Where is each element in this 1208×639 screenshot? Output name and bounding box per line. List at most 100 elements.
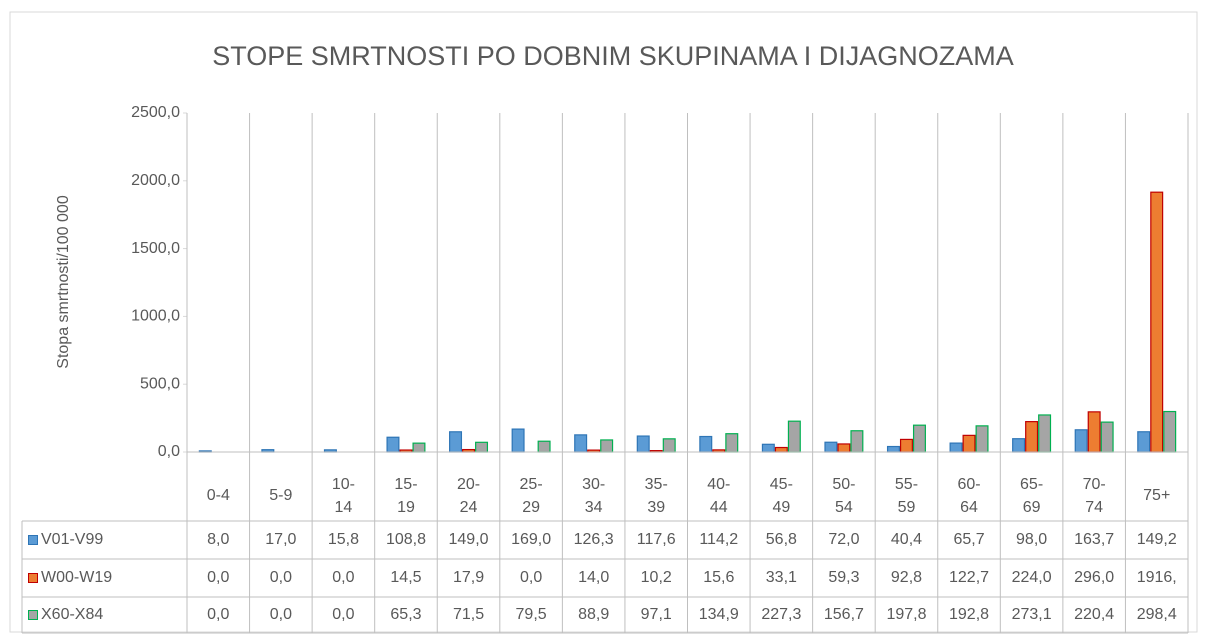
x-tick-label: 45-49 [750, 470, 813, 521]
bar [662, 438, 676, 453]
legend-label: W00-W19 [41, 569, 113, 586]
y-tick-label: 500,0 [140, 375, 180, 392]
table-value: 65,3 [390, 606, 422, 623]
legend-entry: X60-X84 [22, 597, 187, 633]
bar [761, 443, 775, 453]
table-value: 0,0 [269, 606, 292, 623]
table-value: 273,1 [1011, 606, 1052, 623]
bar [636, 435, 650, 453]
table-value: 163,7 [1074, 531, 1115, 548]
table-value: 0,0 [269, 569, 292, 586]
bar [1100, 421, 1114, 453]
table-value: 14,0 [578, 569, 610, 586]
bar [1012, 438, 1026, 453]
bar [975, 425, 989, 453]
table-value: 15,6 [703, 569, 735, 586]
bar [886, 445, 900, 453]
bar [412, 442, 426, 453]
x-tick-label: 40-44 [707, 475, 731, 516]
x-tick-label: 55-59 [875, 470, 938, 521]
table-value: 15,8 [327, 531, 359, 548]
x-tick-label: 70-74 [1082, 475, 1106, 516]
bar [837, 443, 851, 453]
bar [787, 420, 801, 453]
table-value: 169,0 [511, 531, 552, 548]
bar [949, 442, 963, 453]
bar [537, 440, 551, 453]
table-value: 10,2 [640, 569, 672, 586]
x-tick-label: 70-74 [1063, 470, 1126, 521]
x-tick-label: 35-39 [644, 475, 668, 516]
x-tick-label: 25-29 [500, 470, 563, 521]
table-value: 134,9 [698, 606, 739, 623]
table-value: 122,7 [949, 569, 990, 586]
table-value: 17,0 [265, 531, 297, 548]
table-value: 126,3 [573, 531, 614, 548]
table-value: 117,6 [636, 531, 676, 548]
table-value: 114,2 [699, 531, 739, 548]
bar [1163, 410, 1177, 453]
chart-title: STOPE SMRTNOSTI PO DOBNIM SKUPINAMA I DI… [212, 41, 1014, 71]
x-tick-label: 75+ [1143, 487, 1171, 504]
x-tick-label: 50-54 [832, 475, 856, 516]
legend-key [28, 573, 38, 583]
y-tick-label: 1000,0 [131, 308, 180, 325]
table-value: 79,5 [515, 606, 547, 623]
bar [1150, 191, 1164, 453]
table-value: 0,0 [332, 569, 355, 586]
table-value: 156,7 [823, 606, 864, 623]
x-tick-label: 0-4 [187, 470, 250, 521]
table-value: 220,4 [1074, 606, 1115, 623]
x-tick-label: 65-69 [1000, 470, 1063, 521]
bar [725, 433, 739, 453]
bar [449, 431, 463, 453]
x-tick-label: 10-14 [312, 470, 375, 521]
bar [600, 439, 614, 453]
x-tick-label: 65-69 [1020, 475, 1044, 516]
legend-key [28, 610, 38, 620]
chart-area [9, 11, 1198, 633]
table-value: 72,0 [828, 531, 860, 548]
legend-label: V01-V99 [41, 531, 104, 548]
y-tick-label: 2000,0 [131, 172, 180, 189]
table-value: 298,4 [1136, 606, 1177, 623]
table-value: 149,2 [1136, 531, 1177, 548]
y-tick-label: 0,0 [158, 443, 180, 460]
table-value: 108,8 [385, 531, 426, 548]
table-value: 8,0 [207, 531, 230, 548]
x-tick-label: 15-19 [375, 470, 438, 521]
table-value: 65,7 [953, 531, 985, 548]
x-tick-label: 15-19 [394, 475, 418, 516]
x-tick-label: 20-24 [437, 470, 500, 521]
table-value: 192,8 [949, 606, 990, 623]
legend-key [28, 535, 38, 545]
table-value: 59,3 [828, 569, 860, 586]
y-axis-label: Stopa smrtnosti/100 000 [55, 195, 72, 369]
x-tick-label: 60-64 [938, 470, 1001, 521]
bar [1038, 414, 1052, 453]
table-value: 227,3 [761, 606, 802, 623]
table-value: 224,0 [1011, 569, 1052, 586]
legend-label: X60-X84 [41, 606, 104, 623]
bar [1137, 431, 1151, 453]
x-tick-label: 35-39 [625, 470, 688, 521]
x-tick-label: 25-29 [519, 475, 543, 516]
table-value: 71,5 [452, 606, 485, 623]
x-tick-label: 5-9 [269, 487, 293, 504]
table-value: 1916, [1136, 569, 1177, 586]
table-value: 0,0 [519, 569, 543, 586]
table-value: 97,1 [640, 606, 672, 623]
bar [699, 435, 713, 453]
bar [962, 434, 976, 453]
bar [1074, 429, 1088, 453]
bar [1025, 421, 1039, 453]
x-tick-label: 20-24 [456, 475, 481, 516]
x-tick-label: 5-9 [250, 470, 313, 521]
bar [850, 430, 864, 453]
table-value: 197,8 [886, 606, 927, 623]
bar [912, 424, 926, 453]
table-value: 40,4 [890, 531, 923, 548]
x-tick-label: 30-34 [562, 470, 625, 521]
table-value: 296,0 [1074, 569, 1115, 586]
